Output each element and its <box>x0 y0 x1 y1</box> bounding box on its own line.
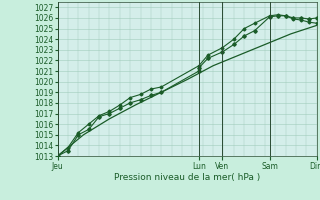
X-axis label: Pression niveau de la mer( hPa ): Pression niveau de la mer( hPa ) <box>114 173 260 182</box>
